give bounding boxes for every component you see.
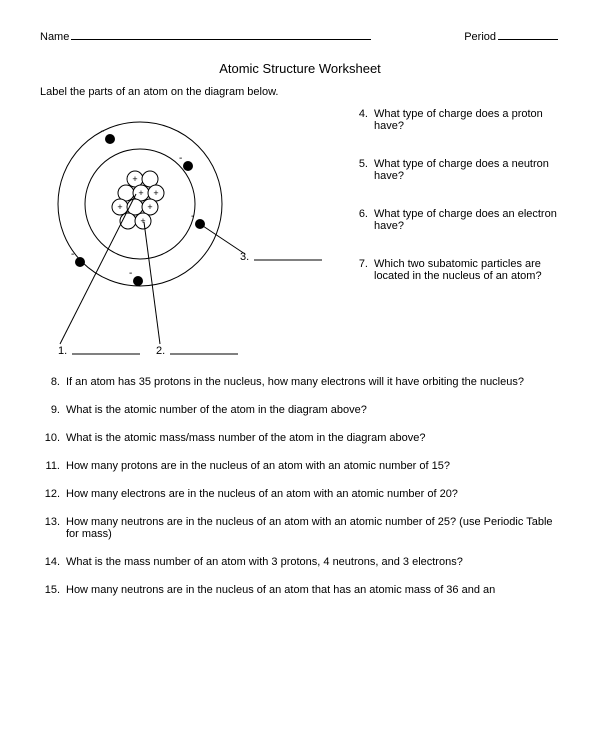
svg-text:3.: 3. (240, 251, 249, 263)
svg-text:+: + (117, 202, 122, 212)
question-number: 15. (40, 584, 66, 596)
question-row: 12.How many electrons are in the nucleus… (40, 488, 560, 500)
period-label: Period (464, 31, 496, 43)
question-row: 13.How many neutrons are in the nucleus … (40, 516, 560, 540)
svg-text:-: - (129, 268, 132, 279)
atom-diagram: ----- ++++++ 1. 2. 3. (40, 104, 340, 364)
page-title: Atomic Structure Worksheet (40, 61, 560, 76)
svg-text:+: + (132, 174, 137, 184)
mid-section: ----- ++++++ 1. 2. 3. 4.What type of cha… (40, 104, 560, 364)
header-line: Name Period (40, 28, 560, 43)
svg-text:2.: 2. (156, 345, 165, 357)
question-row: 11.How many protons are in the nucleus o… (40, 460, 560, 472)
question-row: 14.What is the mass number of an atom wi… (40, 556, 560, 568)
svg-text:+: + (140, 216, 145, 226)
question-text: How many electrons are in the nucleus of… (66, 488, 560, 500)
question-number: 13. (40, 516, 66, 540)
instruction-text: Label the parts of an atom on the diagra… (40, 86, 560, 98)
question-number: 8. (40, 376, 66, 388)
question-row: 15.How many neutrons are in the nucleus … (40, 584, 560, 596)
question-row: 8.If an atom has 35 protons in the nucle… (40, 376, 560, 388)
svg-text:+: + (153, 188, 158, 198)
question-text: What type of charge does an electron hav… (374, 208, 560, 232)
question-text: How many protons are in the nucleus of a… (66, 460, 560, 472)
question-text: What type of charge does a proton have? (374, 108, 560, 132)
svg-text:+: + (147, 202, 152, 212)
question-text: How many neutrons are in the nucleus of … (66, 584, 560, 596)
svg-text:-: - (101, 126, 104, 137)
name-label: Name (40, 31, 69, 43)
question-text: What is the mass number of an atom with … (66, 556, 560, 568)
question-row: 5.What type of charge does a neutron hav… (348, 158, 560, 182)
question-row: 10.What is the atomic mass/mass number o… (40, 432, 560, 444)
question-number: 10. (40, 432, 66, 444)
svg-text:1.: 1. (58, 345, 67, 357)
question-text: What type of charge does a neutron have? (374, 158, 560, 182)
question-number: 6. (348, 208, 374, 232)
question-number: 11. (40, 460, 66, 472)
svg-text:-: - (71, 249, 74, 260)
period-input-line[interactable] (498, 28, 558, 40)
worksheet-page: Name Period Atomic Structure Worksheet L… (0, 0, 600, 632)
svg-text:-: - (191, 211, 194, 222)
question-row: 4.What type of charge does a proton have… (348, 108, 560, 132)
question-row: 9.What is the atomic number of the atom … (40, 404, 560, 416)
question-row: 6.What type of charge does an electron h… (348, 208, 560, 232)
question-number: 5. (348, 158, 374, 182)
question-number: 14. (40, 556, 66, 568)
question-text: If an atom has 35 protons in the nucleus… (66, 376, 560, 388)
question-text: Which two subatomic particles are locate… (374, 258, 560, 282)
question-text: What is the atomic number of the atom in… (66, 404, 560, 416)
name-input-line[interactable] (71, 28, 371, 40)
side-questions: 4.What type of charge does a proton have… (340, 104, 560, 364)
bottom-questions: 8.If an atom has 35 protons in the nucle… (40, 376, 560, 596)
question-text: How many neutrons are in the nucleus of … (66, 516, 560, 540)
svg-text:-: - (179, 153, 182, 164)
question-number: 4. (348, 108, 374, 132)
question-row: 7.Which two subatomic particles are loca… (348, 258, 560, 282)
question-number: 12. (40, 488, 66, 500)
question-text: What is the atomic mass/mass number of t… (66, 432, 560, 444)
svg-text:+: + (138, 188, 143, 198)
question-number: 9. (40, 404, 66, 416)
question-number: 7. (348, 258, 374, 282)
